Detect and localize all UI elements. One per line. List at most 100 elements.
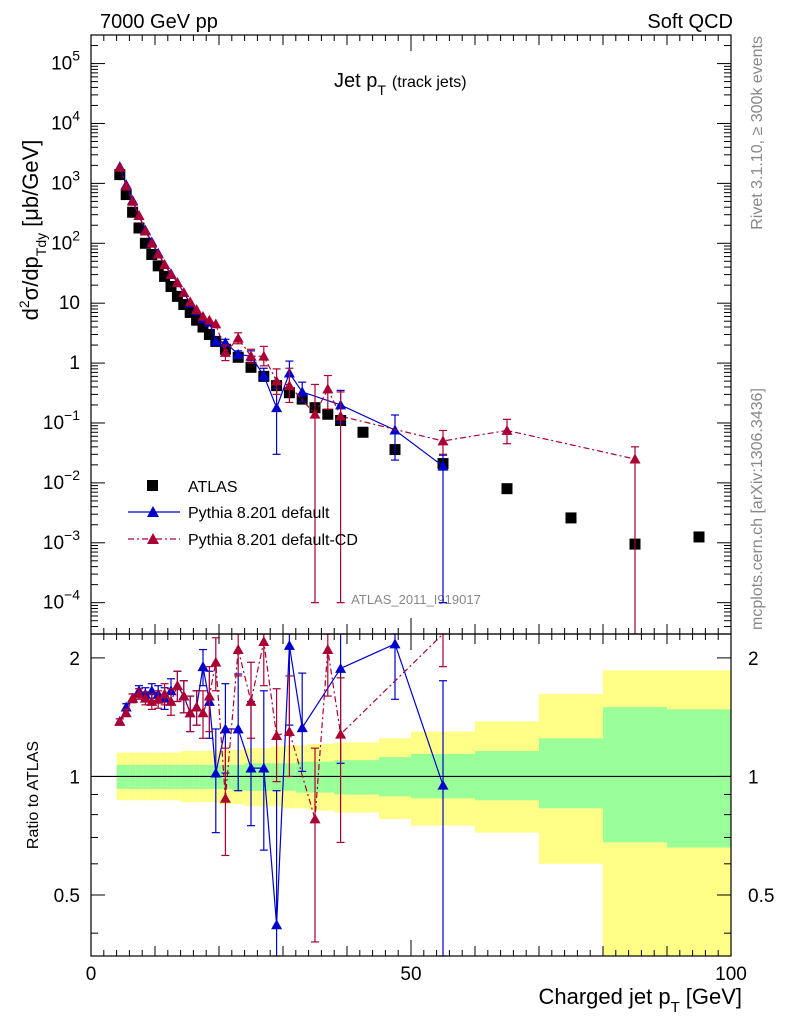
- main-y-tick-label: 10−2: [43, 467, 80, 494]
- mc-data-point-2: [245, 350, 257, 361]
- ratio-point-1: [127, 692, 139, 703]
- mc-data-point-2: [210, 318, 222, 329]
- ratio-point-1: [283, 726, 295, 736]
- atlas-data-point: [501, 483, 513, 495]
- mc-data-point-2: [120, 180, 132, 191]
- inner-band-bin: [321, 761, 335, 793]
- ratio-point-1: [165, 695, 177, 706]
- legend: ATLAS Pythia 8.201 default Pythia 8.201 …: [128, 479, 358, 549]
- ratio-y-tick-label-right: 2: [748, 649, 759, 670]
- legend-label-default: Pythia 8.201 default: [188, 505, 330, 522]
- ratio-point-1: [120, 707, 132, 718]
- atlas-data-point: [152, 260, 164, 272]
- ratio-point-0: [232, 723, 244, 734]
- mc-data-point-2: [197, 310, 209, 321]
- atlas-data-point: [139, 237, 151, 249]
- ratio-y-tick-label-left: 0.5: [54, 886, 80, 907]
- atlas-data-point: [693, 531, 705, 543]
- atlas-data-point: [120, 189, 132, 201]
- ratio-y-axis-label: Ratio to ATLAS: [25, 741, 42, 849]
- mc-data-point-2: [159, 259, 171, 270]
- ratio-point-1: [159, 688, 171, 699]
- x-axis-label: Charged jet pT [GeV]: [538, 984, 742, 1016]
- ratio-point-1: [178, 690, 190, 701]
- main-y-tick-label: 10−4: [43, 587, 80, 614]
- ratio-point-0: [437, 779, 449, 790]
- ratio-y-tick-label-right: 0.5: [748, 886, 774, 907]
- atlas-data-point: [203, 329, 215, 340]
- atlas-data-point: [197, 321, 209, 333]
- ratio-point-1: [245, 695, 257, 706]
- atlas-data-point: [165, 280, 177, 292]
- main-y-tick-label: 105: [51, 48, 80, 75]
- main-y-tick-label: 102: [51, 227, 80, 254]
- mc-data-point-2: [271, 375, 283, 386]
- mc-data-point-2: [133, 210, 145, 220]
- ratio-point-0: [271, 919, 283, 930]
- mc-data-point-2: [322, 383, 334, 394]
- ratio-point-0: [245, 762, 257, 773]
- mc-data-point-2: [219, 347, 231, 357]
- ratio-point-1: [232, 644, 244, 654]
- mc-data-point-2: [258, 350, 270, 361]
- x-tick-label: 0: [86, 964, 97, 985]
- ratio-point-1: [114, 715, 126, 726]
- ratio-point-0: [219, 723, 231, 734]
- mc-data-point-2: [283, 380, 295, 391]
- mc-data-point-2: [309, 408, 321, 419]
- x-tick-label: 100: [715, 964, 747, 985]
- ratio-point-0: [146, 685, 158, 696]
- mc-data-point-1: [296, 386, 308, 397]
- main-y-tick-label: 10: [59, 293, 80, 314]
- atlas-data-point: [127, 206, 139, 218]
- legend-label-atlas: ATLAS: [188, 479, 238, 496]
- atlas-data-point: [322, 408, 334, 420]
- main-series-line-2: [119, 167, 636, 460]
- atlas-data-point: [357, 426, 369, 438]
- main-y-tick-label: 10−3: [43, 527, 80, 554]
- ratio-panel-plot: [114, 633, 449, 957]
- inner-band-bin: [475, 751, 539, 801]
- ratio-point-0: [283, 640, 295, 650]
- ratio-point-1: [210, 656, 222, 667]
- atlas-data-point: [178, 299, 190, 311]
- mc-data-point-2: [335, 410, 347, 421]
- legend-marker-atlas: [147, 480, 158, 491]
- mcplots-label: mcplots.cern.ch [arXiv:1306.3436]: [749, 388, 766, 630]
- ratio-point-1: [219, 792, 231, 803]
- main-y-tick-label: 103: [51, 167, 80, 194]
- ratio-y-tick-label-right: 1: [748, 767, 759, 788]
- x-tick-label: 50: [400, 964, 421, 985]
- main-y-tick-label: 10−1: [43, 407, 80, 434]
- rivet-label: Rivet 3.1.10, ≥ 300k events: [749, 36, 766, 230]
- ratio-point-0: [389, 638, 401, 649]
- ratio-point-1: [258, 636, 270, 647]
- mc-data-point-1: [210, 335, 222, 346]
- ratio-y-tick-label-left: 2: [69, 649, 80, 670]
- mc-data-point-2: [191, 304, 203, 315]
- ratio-point-0: [258, 762, 270, 773]
- mc-data-point-2: [178, 287, 190, 298]
- legend-marker-default: [147, 506, 159, 517]
- mc-data-point-2: [152, 248, 164, 259]
- atlas-data-point: [565, 512, 577, 524]
- atlas-data-point: [146, 248, 158, 260]
- mc-data-point-1: [271, 402, 283, 413]
- ratio-point-1: [191, 701, 203, 712]
- main-panel-plot: [114, 161, 705, 635]
- inner-band-bin: [539, 738, 603, 809]
- analysis-watermark: ATLAS_2011_I919017: [351, 592, 481, 607]
- ratio-point-1: [271, 730, 283, 740]
- atlas-data-point: [114, 169, 126, 181]
- mc-data-point-2: [203, 314, 215, 325]
- main-y-tick-label: 1: [69, 353, 80, 374]
- mc-data-point-2: [127, 195, 139, 206]
- atlas-data-point: [184, 306, 196, 318]
- ratio-point-0: [335, 662, 347, 673]
- legend-marker-default-cd: [147, 533, 159, 544]
- ratio-point-0: [210, 767, 222, 778]
- mc-data-point-2: [629, 453, 641, 464]
- inner-band-bin: [347, 760, 379, 795]
- ratio-point-1: [309, 813, 321, 824]
